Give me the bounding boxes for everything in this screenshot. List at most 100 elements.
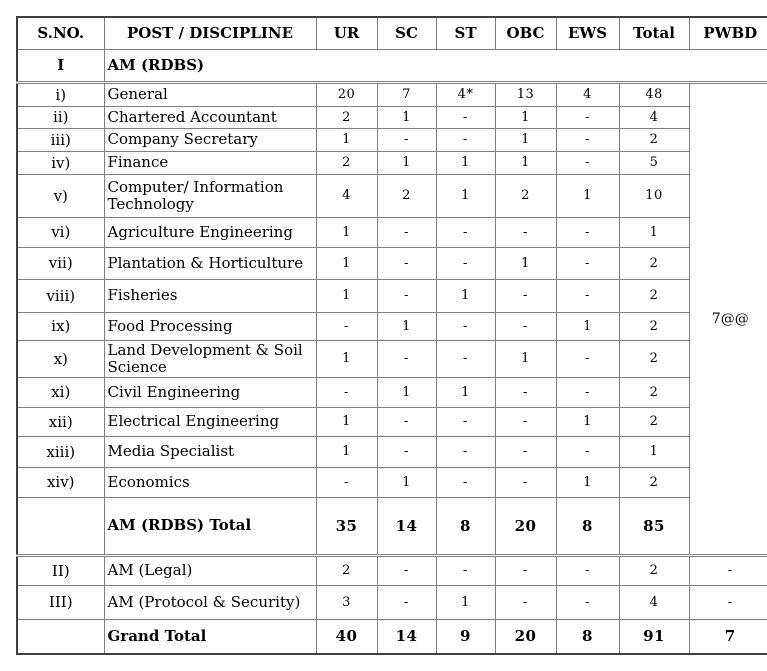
table-row-am-legal: II) AM (Legal) 2 - - - - 2 -	[16, 553, 767, 586]
col-header-total: Total	[618, 16, 690, 50]
group-label: AM (RDBS)	[103, 48, 767, 83]
post-cell: AM (Protocol & Security)	[103, 584, 317, 620]
sc-cell: -	[376, 216, 437, 248]
sno-cell	[16, 496, 105, 556]
total-cell: 2	[618, 246, 690, 280]
total-cell: 2	[618, 311, 690, 341]
post-cell: Civil Engineering	[103, 376, 317, 408]
st-cell: -	[435, 435, 496, 468]
post-cell: AM (Legal)	[103, 553, 317, 586]
sno-cell: vi)	[16, 216, 105, 248]
pwbd-cell: -	[688, 584, 767, 620]
sc-cell: 1	[376, 105, 437, 129]
post-cell: Food Processing	[103, 311, 317, 341]
st-cell: 8	[435, 496, 496, 556]
obc-cell: 1	[494, 127, 557, 152]
ews-cell: -	[555, 150, 620, 175]
ur-cell: 3	[315, 584, 378, 620]
sc-cell: -	[376, 435, 437, 468]
obc-cell: 20	[494, 496, 557, 556]
sc-cell: -	[376, 278, 437, 313]
ur-cell: 1	[315, 435, 378, 468]
table-row-am-protocol-security: III) AM (Protocol & Security) 3 - 1 - - …	[16, 584, 767, 620]
obc-cell: 20	[494, 618, 557, 655]
st-cell: -	[435, 406, 496, 437]
total-cell: 10	[618, 173, 690, 218]
obc-cell: 1	[494, 339, 557, 378]
ur-cell: 20	[315, 80, 378, 107]
ews-cell: -	[555, 278, 620, 313]
table-row-general: i) General 20 7 4* 13 4 48 7@@	[16, 80, 767, 556]
ews-cell: 8	[555, 618, 620, 655]
sno-cell: viii)	[16, 278, 105, 313]
table-row-chartered-accountant: ii) Chartered Accountant 2 1 - 1 - 4	[16, 105, 767, 129]
post-cell: Electrical Engineering	[103, 406, 317, 437]
sc-cell: -	[376, 553, 437, 586]
obc-cell: 1	[494, 150, 557, 175]
sno-cell: i)	[16, 80, 105, 107]
sc-cell: 1	[376, 311, 437, 341]
table-row-agriculture-engineering: vi) Agriculture Engineering 1 - - - - 1	[16, 216, 767, 248]
ews-cell: -	[555, 246, 620, 280]
sno-cell: iv)	[16, 150, 105, 175]
obc-cell: -	[494, 311, 557, 341]
col-header-sno: S.NO.	[16, 16, 105, 50]
ews-cell: 1	[555, 466, 620, 498]
sc-cell: 2	[376, 173, 437, 218]
total-cell: 2	[618, 406, 690, 437]
pwbd-cell: -	[688, 553, 767, 586]
sc-cell: 1	[376, 150, 437, 175]
sno-cell: ix)	[16, 311, 105, 341]
sno-cell: vii)	[16, 246, 105, 280]
obc-cell: -	[494, 435, 557, 468]
ews-cell: 8	[555, 496, 620, 556]
ur-cell: -	[315, 466, 378, 498]
ur-cell: 1	[315, 216, 378, 248]
total-cell: 5	[618, 150, 690, 175]
total-cell: 4	[618, 105, 690, 129]
group-row-am-rdbs: I AM (RDBS)	[16, 48, 767, 83]
total-cell: 48	[618, 80, 690, 107]
table-row-media-specialist: xiii) Media Specialist 1 - - - - 1	[16, 435, 767, 468]
vacancy-table: S.NO. POST / DISCIPLINE UR SC ST OBC EWS…	[16, 16, 767, 655]
sno-cell: iii)	[16, 127, 105, 152]
sno-cell: v)	[16, 173, 105, 218]
st-cell: 1	[435, 150, 496, 175]
subtotal-label: AM (RDBS) Total	[103, 496, 317, 556]
obc-cell: -	[494, 278, 557, 313]
ur-cell: 2	[315, 150, 378, 175]
post-cell: General	[103, 80, 317, 107]
col-header-obc: OBC	[494, 16, 557, 50]
st-cell: -	[435, 311, 496, 341]
total-cell: 2	[618, 127, 690, 152]
total-cell: 4	[618, 584, 690, 620]
ews-cell: -	[555, 127, 620, 152]
sno-cell: II)	[16, 553, 105, 586]
st-cell: 1	[435, 584, 496, 620]
ews-cell: -	[555, 435, 620, 468]
ur-cell: -	[315, 376, 378, 408]
table-row-company-secretary: iii) Company Secretary 1 - - 1 - 2	[16, 127, 767, 152]
table-row-food-processing: ix) Food Processing - 1 - - 1 2	[16, 311, 767, 341]
ur-cell: 1	[315, 406, 378, 437]
obc-cell: -	[494, 376, 557, 408]
ur-cell: 4	[315, 173, 378, 218]
st-cell: -	[435, 127, 496, 152]
ews-cell: -	[555, 339, 620, 378]
sc-cell: -	[376, 406, 437, 437]
total-cell: 2	[618, 376, 690, 408]
ur-cell: 40	[315, 618, 378, 655]
obc-cell: -	[494, 553, 557, 586]
pwbd-cell: 7	[688, 618, 767, 655]
post-cell: Media Specialist	[103, 435, 317, 468]
col-header-ews: EWS	[555, 16, 620, 50]
col-header-ur: UR	[315, 16, 378, 50]
sc-cell: 1	[376, 376, 437, 408]
post-cell: Land Development & Soil Science	[103, 339, 317, 378]
st-cell: 1	[435, 173, 496, 218]
sno-cell: xiii)	[16, 435, 105, 468]
ur-cell: 2	[315, 105, 378, 129]
total-cell: 2	[618, 339, 690, 378]
pwbd-merged-cell: 7@@	[688, 80, 767, 556]
post-cell: Company Secretary	[103, 127, 317, 152]
